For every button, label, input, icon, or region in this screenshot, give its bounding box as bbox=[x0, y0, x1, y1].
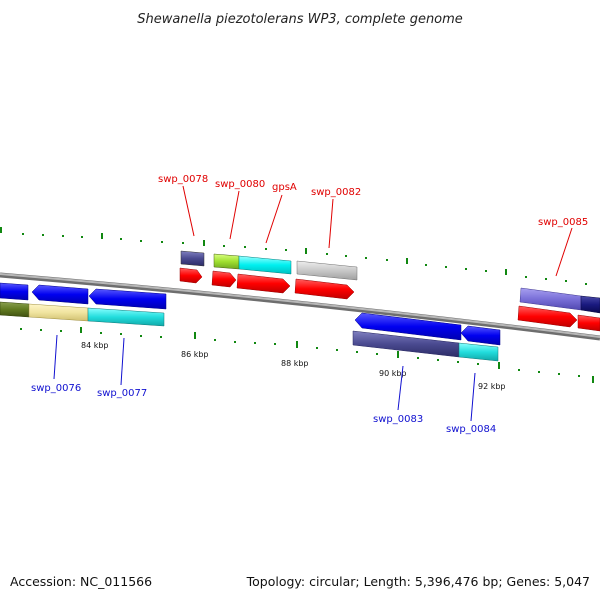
gene-label-swp-0080[interactable]: swp_0080 bbox=[215, 179, 265, 190]
feature-swp-0085-class[interactable] bbox=[519, 287, 582, 311]
cds-swp-0076[interactable] bbox=[31, 284, 89, 305]
cds-swp-0084[interactable] bbox=[460, 325, 501, 346]
forward-features bbox=[179, 250, 600, 332]
reverse-features bbox=[0, 282, 501, 362]
cds-swp-0078[interactable] bbox=[179, 267, 203, 284]
gene-label-gpsA[interactable]: gpsA bbox=[272, 182, 297, 193]
cds-swp-0083[interactable] bbox=[354, 312, 462, 341]
gene-label-swp-0077[interactable]: swp_0077 bbox=[97, 388, 147, 399]
feature-partial-left-class[interactable] bbox=[0, 301, 30, 318]
cds-partial-left[interactable] bbox=[0, 282, 29, 301]
gene-label-swp-0078[interactable]: swp_0078 bbox=[158, 174, 208, 185]
outer-scale-ring bbox=[0, 227, 587, 285]
cds-gpsA[interactable] bbox=[236, 273, 291, 294]
forward-gene-labels: swp_0078 swp_0080 gpsA swp_0082 swp_0085 bbox=[158, 174, 588, 277]
map-title: Shewanella piezotolerans WP3, complete g… bbox=[137, 12, 463, 27]
cds-swp-0085[interactable] bbox=[517, 305, 578, 328]
cds-swp-0082[interactable] bbox=[294, 278, 355, 300]
gene-label-swp-0085[interactable]: swp_0085 bbox=[538, 217, 588, 228]
genome-backbone bbox=[0, 272, 600, 341]
feature-swp-0086-class[interactable] bbox=[580, 295, 600, 314]
feature-swp-0077-class[interactable] bbox=[87, 307, 165, 327]
gene-label-swp-0076[interactable]: swp_0076 bbox=[31, 383, 81, 394]
inner-scale-ring bbox=[20, 327, 594, 383]
feature-swp-0078-class[interactable] bbox=[180, 250, 205, 267]
feature-gpsA-class[interactable] bbox=[238, 255, 292, 275]
cds-swp-0086[interactable] bbox=[577, 314, 600, 332]
feature-swp-0084-class[interactable] bbox=[458, 342, 499, 362]
gene-label-swp-0083[interactable]: swp_0083 bbox=[373, 414, 423, 425]
accession-text: Accession: NC_011566 bbox=[10, 574, 152, 589]
cds-swp-0080[interactable] bbox=[211, 270, 237, 288]
reverse-gene-labels: swp_0076 swp_0077 swp_0083 swp_0084 bbox=[31, 334, 496, 435]
feature-swp-0076-class[interactable] bbox=[28, 303, 89, 322]
tick-label-86kbp: 86 kbp bbox=[181, 350, 209, 359]
tick-label-88kbp: 88 kbp bbox=[281, 359, 309, 368]
gene-label-swp-0084[interactable]: swp_0084 bbox=[446, 424, 496, 435]
tick-label-90kbp: 90 kbp bbox=[379, 369, 407, 378]
tick-label-92kbp: 92 kbp bbox=[478, 382, 506, 391]
feature-swp-0080-class[interactable] bbox=[213, 253, 240, 270]
feature-swp-0082-class[interactable] bbox=[296, 260, 358, 281]
tick-label-84kbp: 84 kbp bbox=[81, 341, 109, 350]
gene-label-swp-0082[interactable]: swp_0082 bbox=[311, 187, 361, 198]
topology-summary-text: Topology: circular; Length: 5,396,476 bp… bbox=[246, 574, 590, 589]
cds-swp-0077[interactable] bbox=[88, 288, 167, 310]
